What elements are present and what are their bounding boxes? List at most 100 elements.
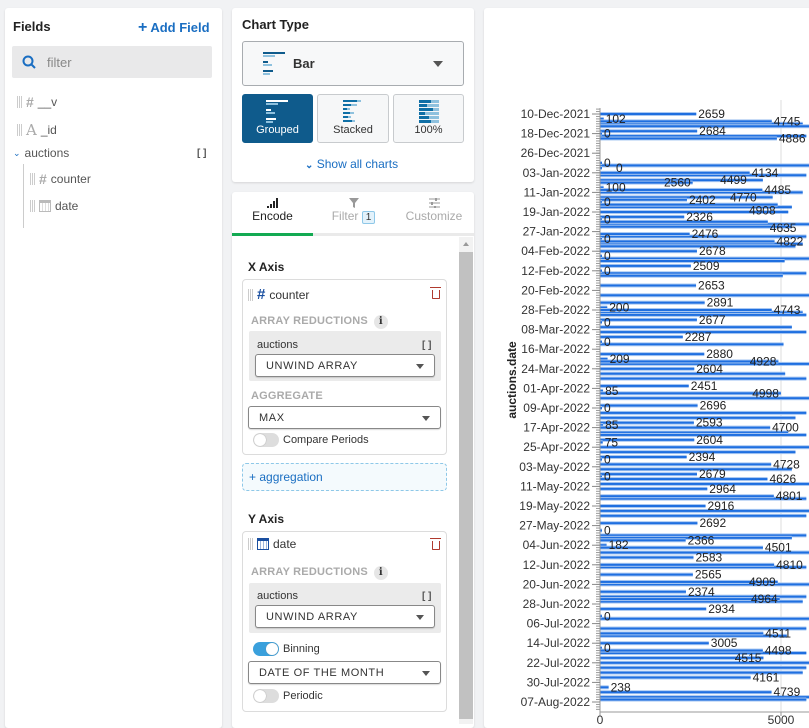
y-tick-label: 27-May-2022 (519, 519, 590, 533)
field-v[interactable]: # __v (17, 94, 57, 110)
bar-value-label: 4498 (765, 644, 792, 658)
y-reduction-select[interactable]: UNWIND ARRAY (255, 605, 435, 628)
drag-handle-icon[interactable] (30, 200, 35, 212)
bar-value-label: 2916 (708, 499, 735, 513)
aggregate-label: AGGREGATE (251, 390, 323, 402)
add-aggregation-button[interactable]: + aggregation (242, 463, 447, 491)
y-tick-label: 04-Jun-2022 (523, 538, 591, 552)
tab-customize[interactable]: Customize (394, 198, 474, 223)
tab-encode[interactable]: Encode (232, 198, 313, 223)
binning-toggle[interactable] (253, 642, 279, 656)
array-reductions-label: ARRAY REDUCTIONS i (251, 566, 388, 580)
add-field-button[interactable]: + Add Field (138, 19, 210, 37)
bar (600, 566, 807, 569)
field-auctions[interactable]: ⌄ auctions (13, 146, 69, 160)
field-label: date (273, 537, 297, 551)
bar (600, 573, 693, 576)
bar (600, 343, 784, 346)
bar (600, 691, 772, 694)
bar (600, 377, 807, 380)
show-all-label: Show all charts (316, 157, 399, 171)
bar (600, 171, 750, 174)
bar-value-label: 0 (604, 641, 611, 655)
drag-handle-icon[interactable] (17, 124, 22, 136)
bar (600, 206, 792, 209)
calendar-icon (39, 200, 51, 212)
binning-select[interactable]: DATE OF THE MONTH (248, 661, 441, 684)
scrollbar-thumb[interactable] (459, 252, 473, 719)
bar (600, 627, 807, 630)
periodic-toggle[interactable] (253, 689, 279, 703)
bar-value-label: 2964 (709, 482, 736, 496)
compare-periods-toggle[interactable] (253, 433, 279, 447)
drag-handle-icon[interactable] (17, 96, 22, 108)
drag-handle-icon[interactable] (248, 538, 253, 550)
bar-value-label: 2366 (688, 533, 715, 547)
calendar-icon (257, 538, 269, 550)
bar-value-label: 85 (605, 384, 619, 398)
bar (600, 649, 763, 652)
show-all-charts-link[interactable]: ⌄ Show all charts (305, 157, 398, 171)
number-icon: # (26, 94, 34, 110)
bar (600, 122, 803, 125)
bar (600, 509, 809, 512)
bar-value-label: 0 (604, 401, 611, 415)
compare-periods-label: Compare Periods (283, 434, 369, 446)
bar-value-label: 4801 (776, 489, 803, 503)
x-axis-field[interactable]: # counter (248, 286, 309, 303)
bar-value-label: 2604 (696, 362, 723, 376)
y-tick-label: 16-Mar-2022 (521, 342, 590, 356)
bar (600, 634, 787, 637)
aggregate-select[interactable]: MAX (248, 406, 441, 429)
array-icon: [ ] (422, 340, 432, 351)
drag-handle-icon[interactable] (248, 288, 253, 301)
trash-icon[interactable] (430, 287, 441, 299)
tab-filter[interactable]: Filter 1 (313, 198, 394, 224)
field-counter[interactable]: # counter (30, 171, 91, 187)
drag-handle-icon[interactable] (30, 173, 35, 185)
bar-value-label: 2653 (698, 279, 725, 293)
bar-value-label: 0 (616, 161, 623, 175)
y-axis-field[interactable]: date (248, 537, 296, 551)
bar-value-label: 2560 (664, 176, 691, 190)
bar-value-label: 3005 (711, 636, 738, 650)
trash-icon[interactable] (430, 538, 441, 550)
bar (600, 240, 775, 243)
field-date[interactable]: date (30, 199, 78, 213)
bar-value-label: 2692 (699, 516, 726, 530)
bar (600, 384, 689, 387)
y-tick-label: 03-May-2022 (519, 460, 590, 474)
field-id[interactable]: A _id (17, 121, 57, 139)
x-reduction-select[interactable]: UNWIND ARRAY (255, 354, 435, 377)
info-icon[interactable]: i (373, 566, 388, 580)
filter-placeholder: filter (47, 55, 72, 70)
bar (600, 113, 697, 115)
scroll-up-icon[interactable] (463, 242, 469, 246)
y-tick-label: 17-Apr-2022 (523, 421, 590, 435)
array-icon: [ ] (422, 591, 432, 602)
number-icon: # (257, 286, 266, 303)
bar (600, 475, 602, 478)
array-field-label: auctions (257, 339, 298, 351)
bar-value-label: 2934 (708, 602, 735, 616)
grouped-button[interactable]: Grouped (242, 94, 313, 143)
bar (600, 360, 779, 363)
bar (600, 671, 803, 674)
bar (600, 696, 809, 699)
tab-customize-label: Customize (405, 209, 463, 223)
chevron-down-icon[interactable]: ⌄ (13, 147, 21, 158)
info-icon[interactable]: i (373, 315, 388, 329)
scrollbar[interactable] (459, 237, 473, 724)
bar (600, 284, 697, 287)
bar-value-label: 4770 (730, 190, 757, 204)
binning-label: Binning (283, 643, 320, 655)
chart-type-title: Chart Type (242, 17, 309, 32)
stacked-button[interactable]: Stacked (317, 94, 389, 143)
bar-value-label: 182 (609, 538, 629, 552)
bar (600, 595, 807, 598)
chart-type-select[interactable]: Bar (242, 41, 464, 86)
bar-value-label: 4998 (752, 386, 779, 400)
percent-button[interactable]: 100% (393, 94, 464, 143)
bar (600, 563, 775, 566)
filter-input[interactable]: filter (12, 46, 212, 78)
